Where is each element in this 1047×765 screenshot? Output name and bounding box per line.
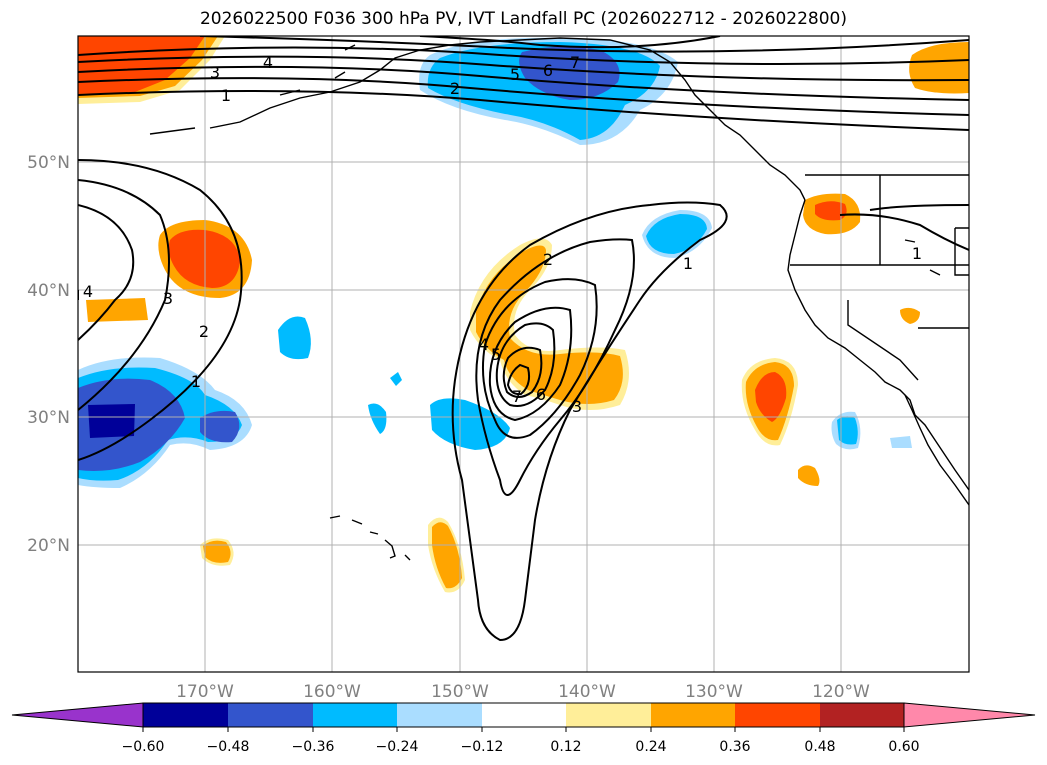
colorbar-segment	[566, 703, 651, 727]
lon-label: 150°W	[431, 682, 489, 702]
contour-label: 4	[83, 282, 93, 301]
contour-label: 4	[263, 53, 273, 72]
lat-label: 40°N	[27, 281, 70, 301]
colorbar-tick-label: −0.60	[122, 739, 165, 755]
colorbar-tick-label: −0.24	[376, 739, 419, 755]
contour-label: 1	[221, 86, 231, 105]
contour-labels: 1 2 3 4 5 6 7 1 2 3 4 1 1 2 3 4 5 6 7	[83, 53, 922, 416]
colorbar-tick-label: 0.60	[888, 739, 919, 755]
colorbar-extend-high	[903, 702, 1036, 728]
colorbar-segment	[735, 703, 820, 727]
contour-label: 4	[479, 335, 489, 354]
colorbar-tick-label: −0.12	[461, 739, 504, 755]
contour-label: 2	[450, 79, 460, 98]
pv-positive-region	[203, 540, 231, 563]
contour-label: 1	[683, 254, 693, 273]
contour-label: 5	[491, 345, 501, 364]
colorbar-tick-label: −0.36	[292, 739, 335, 755]
colorbar-segment	[820, 703, 904, 727]
coastlines	[149, 37, 969, 561]
pv-negative-region	[200, 410, 240, 443]
map-panel: 1 2 3 4 5 6 7 1 2 3 4 1 1 2 3 4 5 6 7	[78, 36, 969, 672]
contour-label: 3	[210, 63, 220, 82]
contour-label: 7	[570, 53, 580, 72]
pv-positive-region	[86, 298, 148, 322]
colorbar-tick-label: −0.48	[207, 739, 250, 755]
lon-label: 170°W	[176, 682, 234, 702]
pv-negative-region	[646, 214, 707, 254]
contour-label: 2	[543, 250, 553, 269]
lon-label: 130°W	[685, 682, 743, 702]
colorbar-tick-label: 0.48	[804, 739, 835, 755]
map-title: 2026022500 F036 300 hPa PV, IVT Landfall…	[199, 9, 847, 29]
contour-label: 5	[510, 65, 520, 84]
pv-negative-region	[837, 416, 858, 445]
pv-negative-region	[278, 316, 311, 360]
colorbar-tick-label: 0.36	[719, 739, 750, 755]
lat-label: 50°N	[27, 153, 70, 173]
colorbar-segment	[397, 703, 482, 727]
colorbar-segment	[313, 703, 397, 727]
pv-positive-region	[755, 372, 787, 422]
pv-positive-region	[168, 229, 240, 288]
map-frame	[77, 35, 970, 673]
contour-label: 2	[199, 322, 209, 341]
colorbar: −0.60 −0.48 −0.36 −0.24 −0.12 0.12 0.24 …	[11, 702, 1036, 755]
contour-label: 6	[543, 61, 553, 80]
pv-negative-region	[390, 372, 402, 386]
contour-label: 1	[912, 244, 922, 263]
lon-label: 160°W	[303, 682, 361, 702]
pv-negative-region	[430, 398, 510, 450]
longitude-labels: 170°W 160°W 150°W 140°W 130°W 120°W	[176, 682, 870, 702]
lon-label: 120°W	[812, 682, 870, 702]
gridlines	[78, 36, 969, 672]
colorbar-segment	[228, 703, 313, 727]
lon-label: 140°W	[558, 682, 616, 702]
pv-negative-region	[88, 404, 135, 438]
contour-label: 6	[536, 385, 546, 404]
colorbar-segment	[651, 703, 735, 727]
lat-label: 30°N	[27, 408, 70, 428]
contour-label: 3	[163, 289, 173, 308]
contour-label: 7	[512, 387, 522, 406]
pv-negative-region	[890, 436, 912, 448]
contour-label: 1	[191, 372, 201, 391]
pv-positive-region	[900, 307, 920, 324]
colorbar-tick-label: 0.24	[635, 739, 666, 755]
colorbar-segment	[482, 703, 566, 727]
colorbar-extend-low	[11, 702, 144, 728]
latitude-labels: 50°N 40°N 30°N 20°N	[27, 153, 70, 556]
ivt-contours	[78, 36, 969, 642]
colorbar-segment	[143, 703, 228, 727]
pv-positive-region	[432, 522, 462, 589]
pv-positive-region	[815, 201, 847, 221]
colorbar-tick-label: 0.12	[550, 739, 581, 755]
pv-positive-region	[798, 465, 820, 486]
lat-label: 20°N	[27, 536, 70, 556]
pv-positive-region	[476, 245, 623, 404]
pv-negative-region	[368, 403, 387, 434]
contour-label: 3	[572, 397, 582, 416]
